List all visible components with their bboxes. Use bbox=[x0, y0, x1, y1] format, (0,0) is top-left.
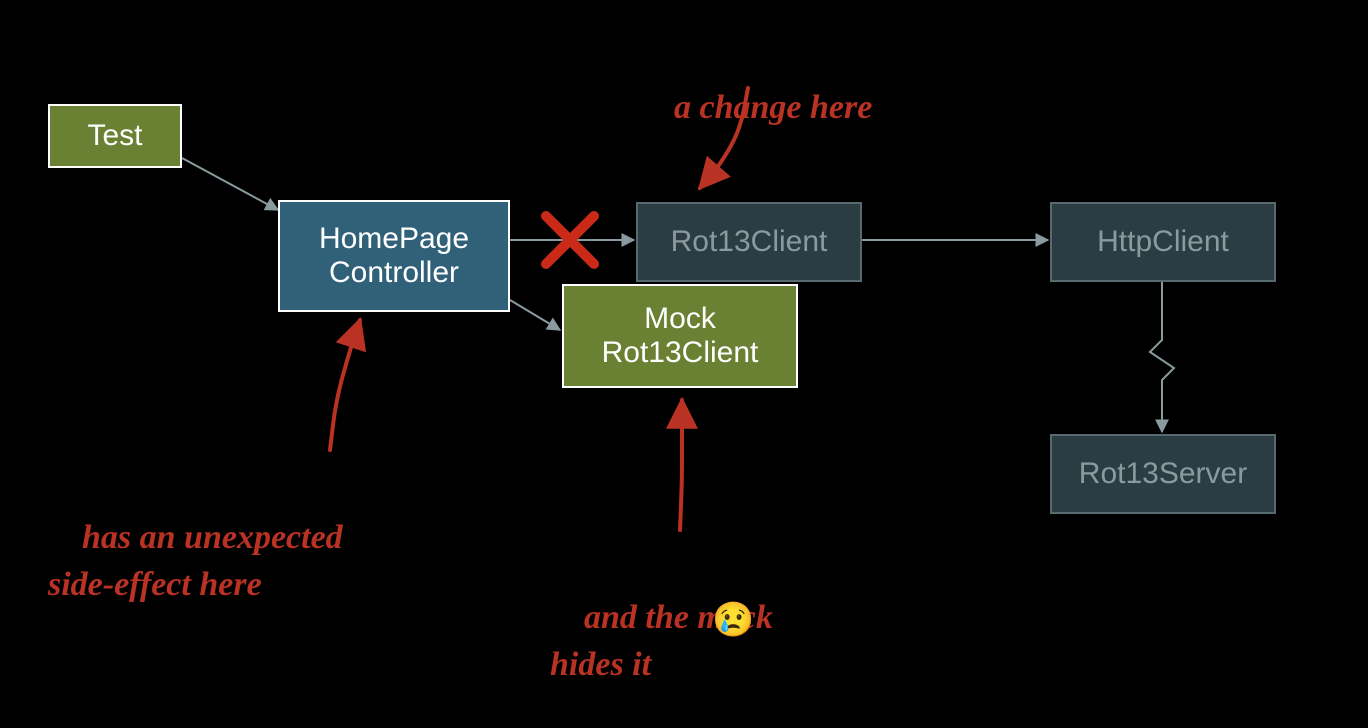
edge-home-to-mock bbox=[510, 300, 560, 330]
node-rot13server-label: Rot13Server bbox=[1079, 457, 1247, 492]
node-rot13-server: Rot13Server bbox=[1050, 434, 1276, 514]
edge-test-to-home bbox=[182, 158, 278, 210]
cross-icon bbox=[546, 216, 594, 264]
node-homepage-controller: HomePageController bbox=[278, 200, 510, 312]
annotation-arrow-unexpected bbox=[330, 320, 360, 450]
annotation-arrow-mockhides bbox=[680, 400, 682, 530]
annotation-change-text: a change here bbox=[674, 89, 872, 126]
node-test-label: Test bbox=[87, 119, 142, 154]
annotation-unexpected-text: has an unexpectedside-effect here bbox=[48, 519, 343, 604]
node-mock-rot13-client: MockRot13Client bbox=[562, 284, 798, 388]
annotation-unexpected-side-effect: has an unexpectedside-effect here bbox=[48, 466, 343, 656]
diagram-stage: Test HomePageController Rot13Client Mock… bbox=[0, 0, 1368, 728]
edge-http-to-server bbox=[1150, 282, 1174, 432]
node-rot13-client: Rot13Client bbox=[636, 202, 862, 282]
sad-emoji: 😢 bbox=[712, 600, 754, 640]
node-test: Test bbox=[48, 104, 182, 168]
node-httpclient-label: HttpClient bbox=[1097, 225, 1229, 260]
node-http-client: HttpClient bbox=[1050, 202, 1276, 282]
node-homepage-label: HomePageController bbox=[319, 222, 469, 291]
annotation-change-here: a change here bbox=[640, 36, 872, 179]
node-mock-label: MockRot13Client bbox=[602, 302, 759, 371]
node-rot13client-label: Rot13Client bbox=[671, 225, 828, 260]
